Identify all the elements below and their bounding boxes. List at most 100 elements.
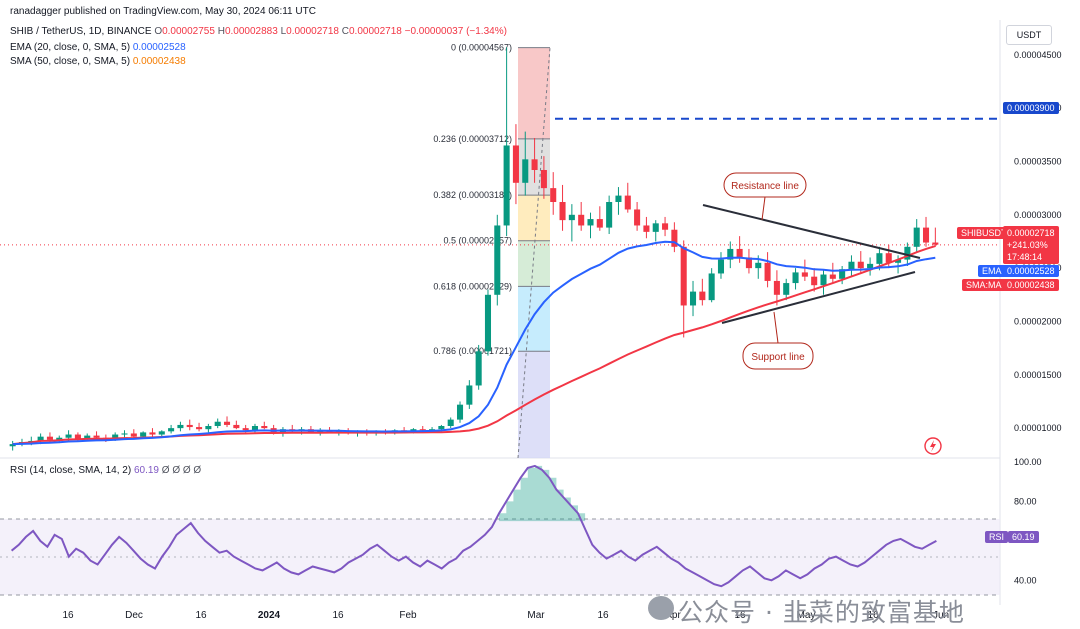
time-axis[interactable]: 16 Dec 16 2024 16 Feb Mar 16 Apr 16 May 16 Jun bbox=[62, 610, 949, 621]
change-value: −0.00000037 (−1.34%) bbox=[404, 26, 507, 37]
candle-body bbox=[242, 428, 249, 431]
time-tick-label: 16 bbox=[734, 610, 746, 621]
sma-legend-label: SMA (50, close, 0, SMA, 5) bbox=[10, 56, 131, 67]
candle-body bbox=[149, 432, 156, 435]
candle-body bbox=[475, 351, 482, 386]
ema-legend[interactable]: EMA (20, close, 0, SMA, 5) 0.00002528 bbox=[10, 42, 186, 53]
candle-body bbox=[820, 274, 827, 286]
rsi-legend[interactable]: RSI (14, close, SMA, 14, 2) 60.19 Ø Ø Ø … bbox=[10, 465, 201, 476]
rsi-axis: 100.00 80.00 40.00 bbox=[1014, 457, 1042, 585]
price-tick-label: 0.00002000 bbox=[1014, 316, 1062, 326]
time-tick-label: May bbox=[797, 610, 816, 621]
candle-body bbox=[56, 437, 63, 440]
fib-label: 0.618 (0.00002329) bbox=[433, 281, 512, 291]
time-tick-label: 16 bbox=[867, 610, 879, 621]
candle-body bbox=[895, 259, 902, 263]
rsi-tag: RSI bbox=[985, 531, 1009, 543]
candle-body bbox=[140, 432, 147, 437]
price-tick-label: 0.00003500 bbox=[1014, 156, 1062, 166]
candle-body bbox=[867, 263, 874, 269]
rsi-legend-value: 60.19 bbox=[133, 465, 159, 476]
last-price-box: 0.00002718 +241.03% 17:48:14 bbox=[1003, 226, 1059, 264]
fib-label: 0 (0.00004567) bbox=[451, 43, 512, 53]
candle-body bbox=[829, 274, 836, 279]
rsi-legend-label: RSI (14, close, SMA, 14, 2) bbox=[10, 465, 132, 476]
fib-band bbox=[518, 47, 550, 139]
fib-band bbox=[518, 286, 550, 352]
candle-body bbox=[680, 246, 687, 306]
close-label: C bbox=[341, 26, 349, 37]
rsi-tick-label: 80.00 bbox=[1014, 496, 1037, 506]
candle-body bbox=[158, 431, 165, 435]
open-value: 0.00002755 bbox=[162, 26, 215, 37]
candle-body bbox=[251, 426, 259, 431]
rsi-tick-label: 40.00 bbox=[1014, 575, 1037, 585]
time-tick-label: 16 bbox=[332, 610, 344, 621]
candle-body bbox=[214, 421, 221, 426]
last-price-value: 0.00002718 bbox=[1007, 228, 1055, 238]
resistance-callout[interactable]: Resistance line bbox=[723, 172, 807, 221]
candle-body bbox=[74, 434, 81, 439]
ema-legend-value: 0.00002528 bbox=[132, 42, 186, 53]
candle-body bbox=[223, 421, 231, 425]
time-tick-label: Jun bbox=[933, 610, 949, 621]
candle-body bbox=[540, 170, 547, 189]
candle-body bbox=[811, 276, 818, 286]
price-tick-label: 0.00004500 bbox=[1014, 50, 1062, 60]
high-value: 0.00002883 bbox=[224, 26, 278, 37]
candle-body bbox=[466, 385, 473, 405]
time-tick-label: 16 bbox=[195, 610, 207, 621]
candle-body bbox=[261, 426, 268, 429]
bar-countdown: 17:48:14 bbox=[1007, 252, 1043, 262]
published-line: ranadagger published on TradingView.com,… bbox=[10, 6, 316, 17]
support-trendline[interactable] bbox=[721, 271, 916, 324]
fib-band bbox=[518, 195, 550, 241]
candle-body bbox=[429, 429, 436, 431]
sma-legend[interactable]: SMA (50, close, 0, SMA, 5) 0.00002438 bbox=[10, 56, 186, 67]
price-tick-label: 0.00003000 bbox=[1014, 210, 1062, 220]
resistance-trendline[interactable] bbox=[702, 204, 921, 259]
candle-body bbox=[671, 229, 678, 247]
candle-body bbox=[233, 424, 240, 429]
candles bbox=[9, 47, 939, 451]
ema-20-line[interactable] bbox=[12, 240, 936, 446]
fib-retracement[interactable] bbox=[517, 47, 551, 459]
candle-body bbox=[65, 434, 72, 438]
low-value: 0.00002718 bbox=[286, 26, 339, 37]
currency-button[interactable]: USDT bbox=[1006, 25, 1052, 45]
symbol-name[interactable]: SHIB / TetherUS, 1D, BINANCE bbox=[10, 26, 152, 37]
rsi-line[interactable] bbox=[10, 464, 937, 588]
candle-body bbox=[177, 424, 184, 429]
support-callout[interactable]: Support line bbox=[742, 311, 814, 370]
fib-label: 0.382 (0.00003184) bbox=[433, 190, 512, 200]
sma-legend-value: 0.00002438 bbox=[132, 56, 186, 67]
candle-body bbox=[121, 433, 128, 435]
candle-body bbox=[438, 426, 445, 430]
fib-band bbox=[518, 351, 550, 458]
candle-body bbox=[550, 188, 557, 202]
candle-body bbox=[624, 195, 631, 210]
time-tick-label: Dec bbox=[125, 610, 143, 621]
candle-body bbox=[606, 202, 613, 228]
candle-body bbox=[531, 159, 538, 170]
low-label: L bbox=[280, 26, 287, 37]
candle-body bbox=[643, 225, 650, 232]
ema-price-tag: 0.00002528 bbox=[1003, 265, 1059, 277]
candle-body bbox=[559, 202, 566, 221]
open-label: O bbox=[154, 26, 163, 37]
rsi-value-tag: 60.19 bbox=[1008, 531, 1039, 543]
ema-tag: EMA bbox=[978, 265, 1006, 277]
candle-body bbox=[512, 145, 519, 183]
symbol-tag: SHIBUSDT bbox=[957, 227, 1011, 239]
candle-body bbox=[634, 209, 641, 226]
time-tick-label: Apr bbox=[665, 610, 681, 621]
candle-body bbox=[568, 214, 575, 221]
candle-body bbox=[848, 261, 855, 270]
candle-body bbox=[196, 427, 203, 430]
candle-body bbox=[503, 145, 510, 226]
lightning-icon[interactable] bbox=[924, 437, 942, 455]
candle-body bbox=[484, 294, 492, 352]
ema-legend-label: EMA (20, close, 0, SMA, 5) bbox=[10, 42, 131, 53]
last-price-pct: +241.03% bbox=[1007, 240, 1048, 250]
